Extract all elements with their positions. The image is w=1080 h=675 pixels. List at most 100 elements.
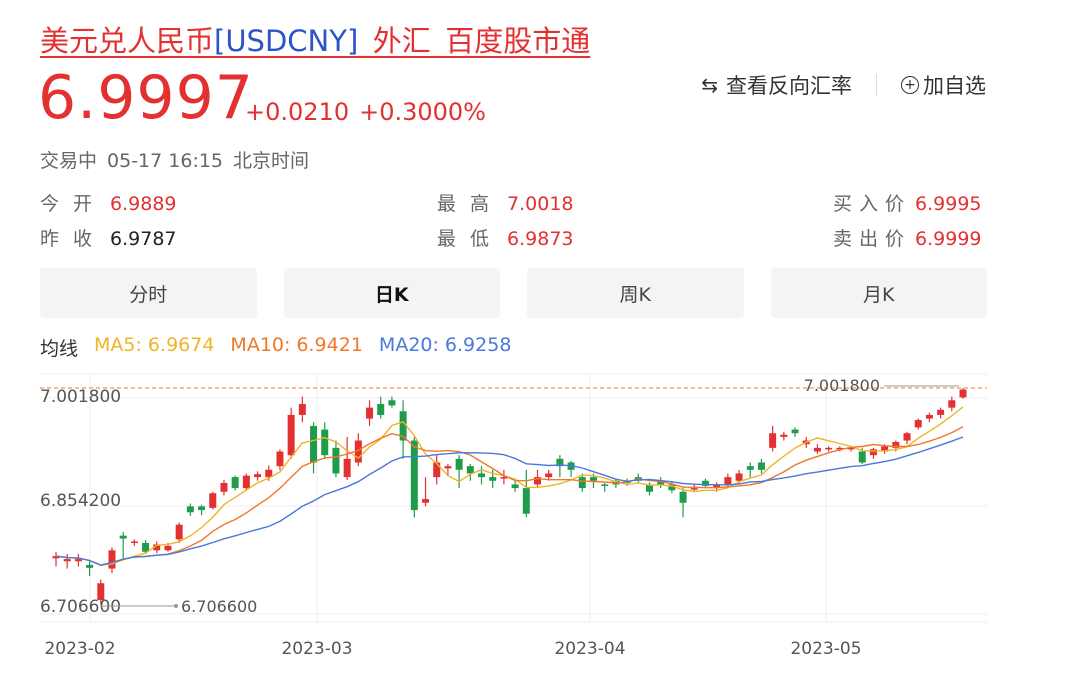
candle-body — [657, 480, 665, 485]
tab-monthly-k[interactable]: 月K — [770, 268, 987, 318]
header-actions: ⇆ 查看反向汇率 + 加自选 — [701, 70, 986, 100]
candle-body — [130, 541, 138, 544]
x-tick-label: 2023-05 — [790, 639, 861, 659]
price-change: +0.0210 +0.3000% — [245, 98, 486, 126]
ask-value: 6.9999 — [915, 228, 982, 250]
candle-body — [948, 400, 956, 408]
low-label: 最低 — [437, 228, 504, 250]
candle-body — [209, 493, 217, 508]
candle-body — [769, 433, 777, 448]
y-tick-label: 6.706600 — [40, 597, 121, 617]
candle-body — [198, 506, 206, 511]
candle-body — [892, 442, 900, 448]
candle-body — [533, 477, 541, 485]
candle-body — [713, 484, 721, 489]
candle-body — [925, 414, 933, 419]
bid-value: 6.9995 — [915, 193, 982, 215]
candle-body — [735, 473, 743, 481]
candle-body — [556, 458, 564, 467]
ma-legend: 均线 MA5: 6.9674 MA10: 6.9421 MA20: 6.9258 — [40, 334, 511, 361]
tab-daily-k[interactable]: 日K — [283, 268, 500, 318]
candle-body — [825, 447, 833, 450]
ma10-line — [55, 426, 964, 566]
candle-body — [265, 469, 273, 478]
candle-body — [914, 420, 922, 428]
open-label: 今开 — [40, 193, 107, 215]
change-value: +0.0210 — [245, 98, 350, 126]
candle-body — [97, 583, 105, 601]
candle-body — [298, 403, 306, 415]
candle-body — [791, 429, 799, 434]
candle-body — [108, 550, 116, 569]
prev-close-value: 6.9787 — [110, 228, 177, 250]
add-watchlist-button[interactable]: + 加自选 — [901, 70, 986, 100]
candle-body — [478, 473, 486, 478]
title-prefix: 美元兑人民币 — [40, 24, 215, 58]
candle-body — [500, 477, 508, 479]
candle-body — [388, 400, 396, 406]
x-tick-label: 2023-04 — [554, 639, 625, 659]
high-value: 7.0018 — [507, 193, 574, 215]
status-date: 05-17 16:15 — [107, 150, 224, 172]
title-code: [USDCNY] — [214, 24, 359, 58]
candle-body — [433, 462, 441, 478]
quote-prev-close: 昨收 6.9787 — [40, 224, 177, 251]
candle-body — [578, 477, 586, 489]
candle-body — [601, 484, 609, 486]
candle-body — [903, 433, 911, 441]
high-label: 最高 — [437, 193, 504, 215]
candle-body — [410, 440, 418, 511]
add-watch-label: 加自选 — [923, 74, 986, 98]
tab-weekly-k[interactable]: 周K — [527, 268, 744, 318]
candle-body — [74, 559, 82, 562]
status-timezone: 北京时间 — [233, 150, 310, 172]
candle-body — [937, 409, 945, 415]
candle-body — [366, 407, 374, 419]
title-suffix: _外汇_百度股市通 — [358, 24, 591, 58]
swap-icon: ⇆ — [701, 73, 718, 97]
candle-body — [142, 542, 150, 552]
kline-chart[interactable]: 7.001800 6.854200 6.706600 7.001800 6.706600… — [0, 360, 1080, 675]
plus-circle-icon: + — [901, 76, 919, 94]
candle-body — [959, 389, 967, 398]
y-tick-label: 7.001800 — [40, 387, 121, 407]
ma-label: 均线 — [40, 338, 79, 360]
quote-low: 最低 6.9873 — [437, 224, 574, 251]
candle-body — [52, 556, 60, 559]
x-tick-label: 2023-02 — [44, 639, 115, 659]
quote-bid: 买入价 6.9995 — [833, 189, 982, 216]
max-price-label: 7.001800 — [804, 376, 880, 395]
candle-body — [836, 447, 844, 450]
ma20-line — [55, 436, 964, 566]
candle-body — [489, 477, 497, 481]
reverse-rate-label: 查看反向汇率 — [726, 74, 852, 98]
open-value: 6.9889 — [110, 193, 177, 215]
page-title-link[interactable]: 美元兑人民币[USDCNY]_外汇_百度股市通 — [40, 18, 590, 60]
min-price-label: 6.706600 — [181, 597, 257, 616]
candle-body — [522, 488, 530, 514]
divider — [876, 74, 877, 96]
reverse-rate-button[interactable]: ⇆ 查看反向汇率 — [701, 70, 852, 100]
candle-body — [332, 447, 340, 474]
quote-open: 今开 6.9889 — [40, 189, 177, 216]
candle-body — [153, 544, 161, 551]
candle-body — [186, 506, 194, 513]
tab-intraday[interactable]: 分时 — [40, 268, 257, 318]
candle-body — [399, 411, 407, 441]
ask-label: 卖出价 — [833, 228, 912, 250]
candle-body — [175, 524, 183, 540]
candle-body — [354, 440, 362, 463]
candle-body — [119, 535, 127, 539]
candle-body — [287, 414, 295, 456]
trading-status: 交易中 05-17 16:15 北京时间 — [40, 146, 309, 173]
quote-ask: 卖出价 6.9999 — [833, 224, 982, 251]
ma10-value: MA10: 6.9421 — [230, 334, 363, 356]
quote-high: 最高 7.0018 — [437, 189, 574, 216]
candle-body — [455, 458, 463, 470]
candle-body — [645, 484, 653, 492]
candle-body — [511, 484, 519, 489]
candle-body — [869, 449, 877, 456]
change-percent: +0.3000% — [359, 98, 486, 126]
candle-body — [86, 564, 94, 568]
candle-body — [679, 491, 687, 503]
